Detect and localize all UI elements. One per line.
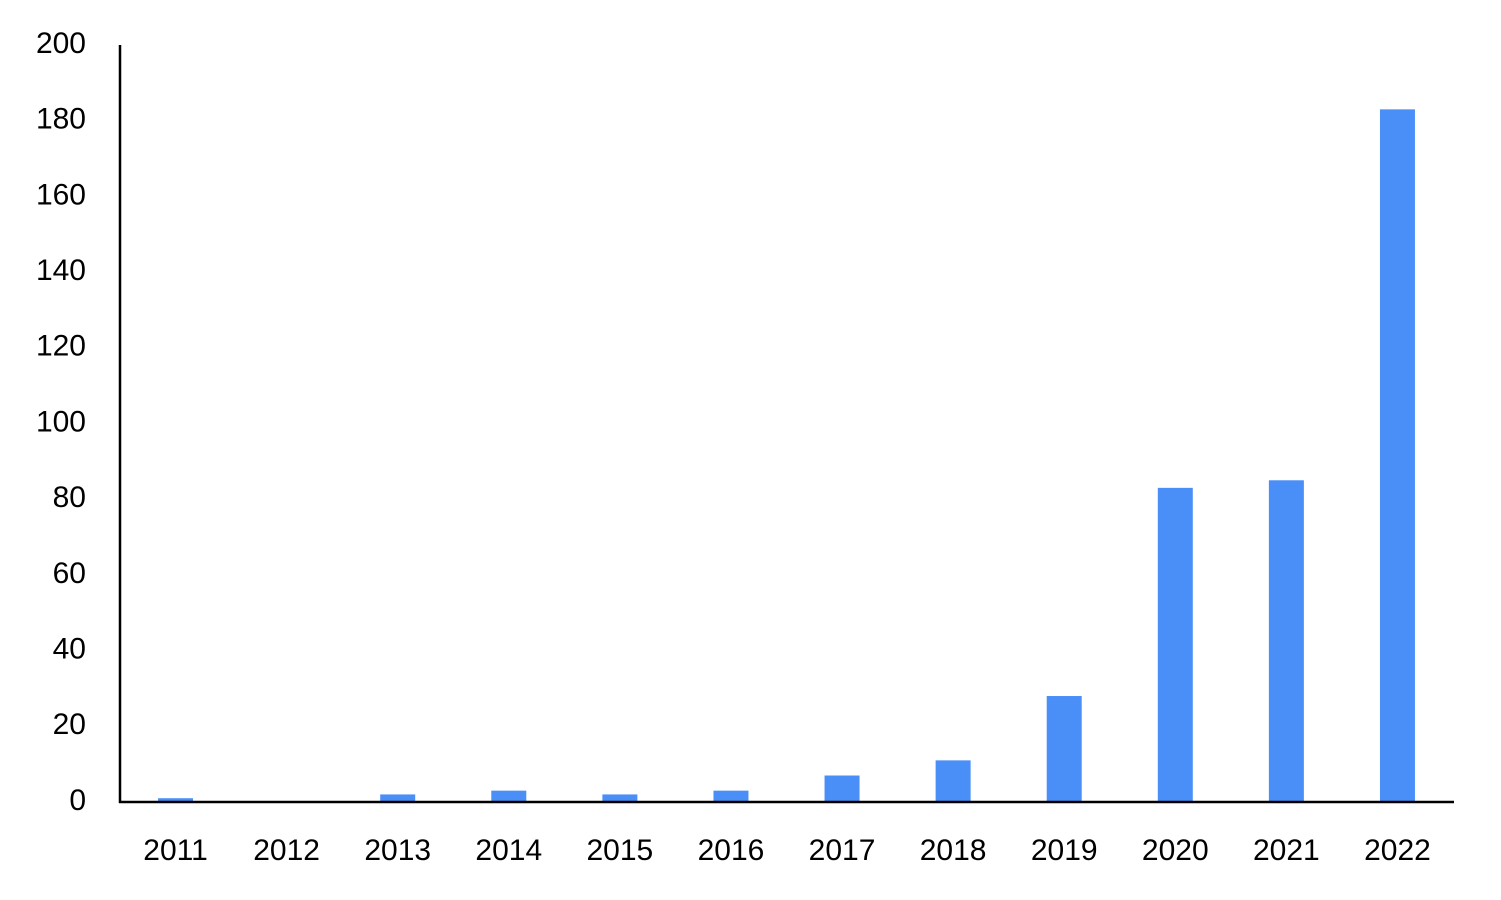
bar	[602, 794, 638, 802]
y-tick-label: 60	[53, 557, 86, 590]
bar	[380, 794, 416, 802]
y-tick-label: 180	[36, 103, 86, 136]
y-tick-label: 200	[36, 27, 86, 60]
x-tick-label: 2017	[809, 834, 876, 867]
x-tick-label: 2012	[253, 834, 320, 867]
bar	[713, 790, 749, 802]
bar	[1046, 696, 1082, 802]
y-tick-label: 120	[36, 330, 86, 363]
y-tick-label: 0	[69, 784, 86, 817]
y-tick-label: 40	[53, 633, 86, 666]
bar	[935, 760, 971, 802]
x-tick-label: 2011	[143, 834, 208, 867]
y-tick-label: 160	[36, 178, 86, 211]
bar	[1379, 109, 1415, 803]
y-tick-label: 80	[53, 481, 86, 514]
x-tick-label: 2014	[475, 834, 542, 867]
bar	[491, 790, 527, 802]
x-tick-label: 2015	[587, 834, 654, 867]
y-tick-label: 100	[36, 405, 86, 438]
bar	[824, 775, 860, 802]
y-tick-label: 20	[53, 708, 86, 741]
bar	[158, 798, 194, 802]
bar	[1157, 487, 1193, 802]
x-tick-label: 2021	[1253, 834, 1320, 867]
x-tick-label: 2019	[1031, 834, 1098, 867]
bar	[1268, 480, 1304, 802]
x-tick-label: 2020	[1142, 834, 1209, 867]
x-tick-label: 2022	[1364, 834, 1431, 867]
x-tick-label: 2018	[920, 834, 987, 867]
x-tick-label: 2016	[698, 834, 765, 867]
x-tick-label: 2013	[364, 834, 431, 867]
y-tick-label: 140	[36, 254, 86, 287]
